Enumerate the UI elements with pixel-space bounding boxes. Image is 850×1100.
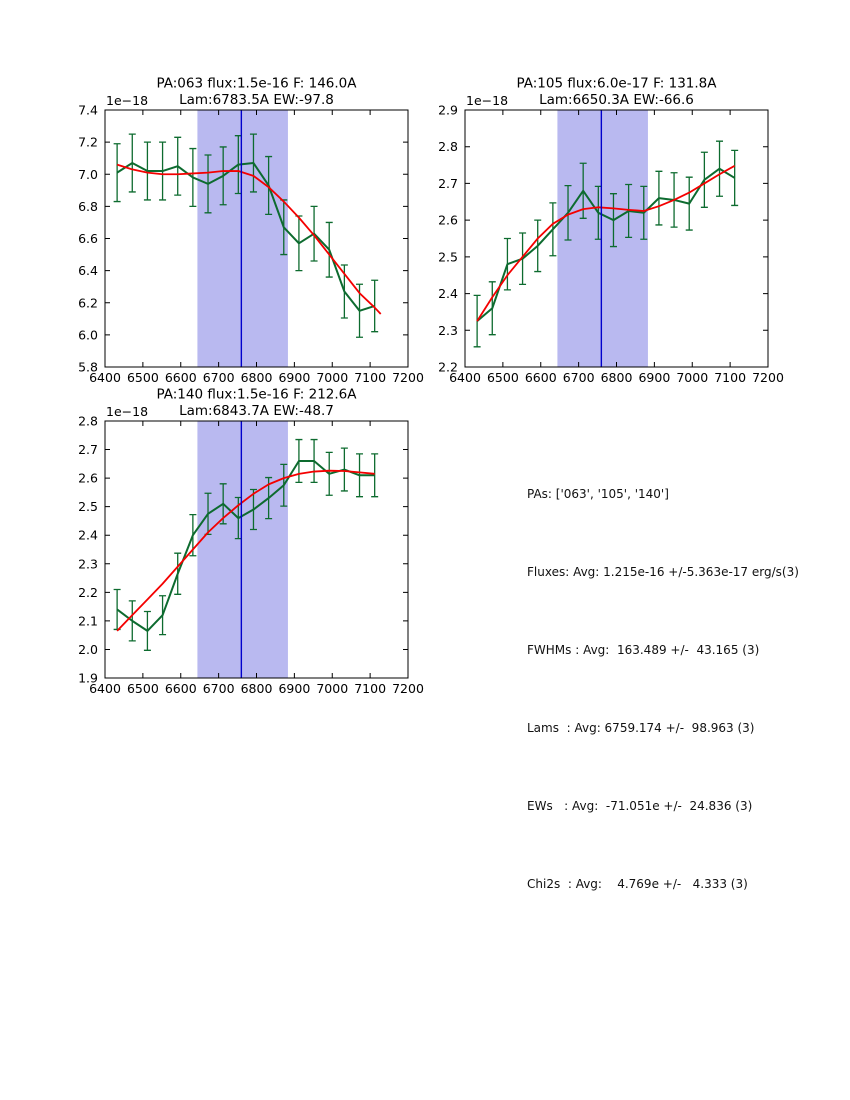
- stats-panel: PAs: ['063', '105', '140'] Fluxes: Avg: …: [527, 429, 799, 949]
- x-tick-label: 6700: [203, 681, 235, 696]
- y-tick-label: 2.2: [78, 585, 98, 600]
- highlight-band: [557, 110, 648, 367]
- y-tick-label: 6.8: [78, 199, 98, 214]
- y-tick-label: 2.4: [438, 286, 458, 301]
- chart-pa105: 6400 6500 6600 6700 6800 6900 7000 7100 7200 2.2 2…: [438, 76, 784, 386]
- x-tick-label: 6700: [203, 370, 235, 385]
- chart-title: PA:140 flux:1.5e-16 F: 212.6A: [156, 387, 357, 403]
- y-tick-label: 2.7: [78, 442, 98, 457]
- fit-line: [116, 469, 375, 632]
- chart-title: PA:063 flux:1.5e-16 F: 146.0A: [156, 76, 357, 92]
- y-tick-label: 2.7: [438, 176, 458, 191]
- x-tick-label: 6500: [127, 370, 159, 385]
- y-tick-label: 2.6: [438, 213, 458, 228]
- x-tick-label: 6600: [165, 681, 197, 696]
- x-tick-label: 7200: [392, 370, 424, 385]
- fit-line: [476, 165, 736, 322]
- x-tick-label: 7100: [714, 370, 746, 385]
- x-tick-label: 6600: [525, 370, 557, 385]
- y-tick-label: 2.5: [438, 249, 458, 264]
- x-tick-label: 6700: [563, 370, 595, 385]
- chart-pa140: 6400 6500 6600 6700 6800 6900 7000 7100 7200 1.9 2…: [78, 387, 424, 697]
- y-tick-label: 5.8: [78, 360, 98, 375]
- axis-ticks: [104, 420, 409, 679]
- x-tick-label: 6900: [278, 370, 310, 385]
- x-tick-label: 7100: [354, 681, 386, 696]
- x-tick-label: 6400: [449, 370, 481, 385]
- x-tick-label: 7000: [316, 681, 348, 696]
- y-tick-label: 6.2: [78, 295, 98, 310]
- stats-line-pas: PAs: ['063', '105', '140']: [527, 487, 669, 501]
- chart-title: PA:105 flux:6.0e-17 F: 131.8A: [516, 76, 717, 92]
- y-tick-label: 6.0: [78, 327, 98, 342]
- y-tick-label: 2.8: [438, 139, 458, 154]
- observed-line: [116, 459, 375, 632]
- y-tick-label: 1.9: [78, 671, 98, 686]
- x-tick-label: 7000: [316, 370, 348, 385]
- x-tick-label: 6500: [487, 370, 519, 385]
- axis-ticks: [464, 109, 769, 368]
- y-tick-label: 2.0: [78, 642, 98, 657]
- x-tick-label: 6400: [89, 370, 121, 385]
- fit-line: [116, 163, 382, 315]
- x-tick-label: 6800: [241, 681, 273, 696]
- y-tick-label: 2.1: [78, 613, 98, 628]
- x-tick-label: 6900: [638, 370, 670, 385]
- x-tick-label: 7100: [354, 370, 386, 385]
- y-tick-label: 2.4: [78, 528, 98, 543]
- stats-line-fluxes: Fluxes: Avg: 1.215e-16 +/-5.363e-17 erg/…: [527, 565, 799, 579]
- chart-pa063: 6400 6500 6600 6700 6800 6900 7000 7100 7200 5.8 6…: [78, 76, 424, 386]
- chart-subtitle: Lam:6843.7A EW:-48.7: [179, 403, 334, 419]
- y-tick-label: 2.9: [438, 103, 458, 118]
- y-tick-label: 7.0: [78, 167, 98, 182]
- chart-subtitle: Lam:6783.5A EW:-97.8: [179, 92, 334, 108]
- y-offset-label: 1e−18: [106, 404, 148, 419]
- y-offset-label: 1e−18: [106, 93, 148, 108]
- x-tick-label: 6400: [89, 681, 121, 696]
- stats-line-ews: EWs : Avg: -71.051e +/- 24.836 (3): [527, 799, 753, 813]
- highlight-band: [197, 421, 288, 678]
- stats-line-lams: Lams : Avg: 6759.174 +/- 98.963 (3): [527, 721, 755, 735]
- stats-line-fwhms: FWHMs : Avg: 163.489 +/- 43.165 (3): [527, 643, 760, 657]
- y-tick-label: 2.6: [78, 471, 98, 486]
- chart-subtitle: Lam:6650.3A EW:-66.6: [539, 92, 694, 108]
- x-tick-label: 6600: [165, 370, 197, 385]
- y-tick-label: 2.3: [78, 556, 98, 571]
- y-tick-label: 6.4: [78, 263, 98, 278]
- y-tick-label: 2.2: [438, 360, 458, 375]
- x-tick-label: 7200: [392, 681, 424, 696]
- x-tick-label: 7000: [676, 370, 708, 385]
- y-tick-label: 2.3: [438, 323, 458, 338]
- axis-ticks: [104, 109, 409, 368]
- stats-line-chi2s: Chi2s : Avg: 4.769e +/- 4.333 (3): [527, 877, 748, 891]
- y-tick-label: 2.5: [78, 499, 98, 514]
- y-tick-label: 7.2: [78, 135, 98, 150]
- y-offset-label: 1e−18: [466, 93, 508, 108]
- x-tick-label: 6800: [241, 370, 273, 385]
- x-tick-label: 6500: [127, 681, 159, 696]
- y-tick-label: 7.4: [78, 103, 98, 118]
- highlight-band: [197, 110, 288, 367]
- x-tick-label: 6900: [278, 681, 310, 696]
- y-tick-label: 2.8: [78, 414, 98, 429]
- x-tick-label: 6800: [601, 370, 633, 385]
- x-tick-label: 7200: [752, 370, 784, 385]
- y-tick-label: 6.6: [78, 231, 98, 246]
